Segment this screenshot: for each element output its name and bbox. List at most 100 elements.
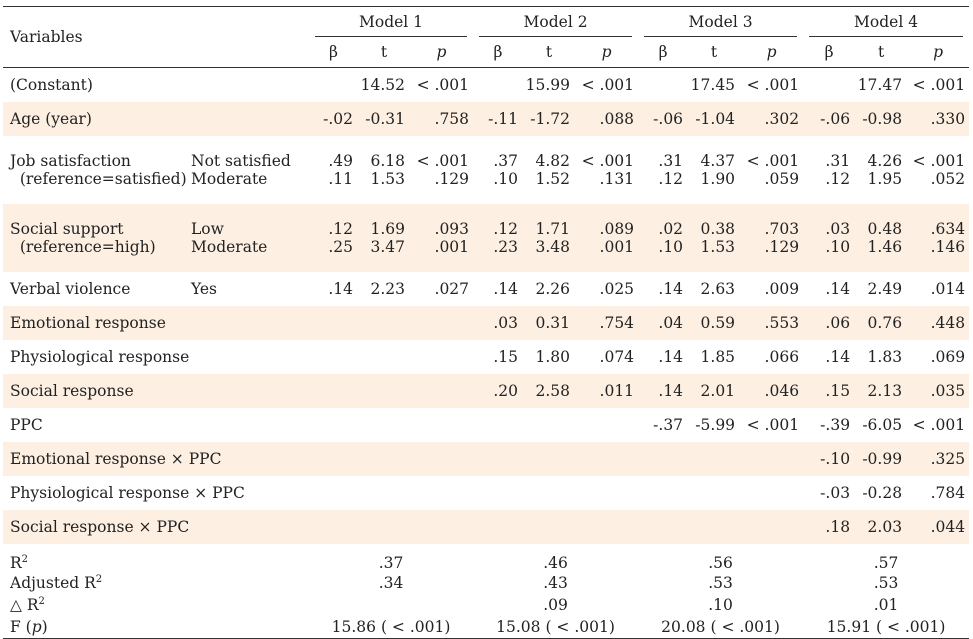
table-cell: .14 xyxy=(638,374,689,408)
table-cell xyxy=(410,408,473,442)
table-cell: < .001 xyxy=(416,152,470,170)
table-cell xyxy=(410,306,474,340)
table-cell: .059 xyxy=(764,170,800,188)
table-cell: 0.76 xyxy=(855,306,908,340)
table-cell: .12 xyxy=(309,204,359,238)
table-row: Age (year) -.02 -0.31.758 -.11 -1.72.088 -.06… xyxy=(3,102,970,136)
table-cell: .14 xyxy=(658,348,684,366)
table-cell: 1.53 xyxy=(370,170,406,188)
summary-label: F (p)F (p) xyxy=(3,616,310,639)
table-cell: 1.90 xyxy=(700,170,736,188)
summary-value: .10 xyxy=(708,596,733,614)
table-cell xyxy=(740,442,804,476)
summary-row: F (p)F (p)15.86 ( < .001)15.08 ( < .001)… xyxy=(3,616,970,639)
table-cell: .03 xyxy=(473,306,524,340)
table-cell: 2.58 xyxy=(523,374,576,408)
table-cell: .23 xyxy=(473,238,524,272)
summary-value: .53 xyxy=(708,574,733,592)
table-cell: -1.72 xyxy=(523,102,576,136)
row-level: Low xyxy=(191,204,310,238)
table-cell: .129 xyxy=(434,170,470,188)
row-label: (Constant) xyxy=(10,76,93,94)
table-cell: .027 xyxy=(434,280,470,298)
table-cell xyxy=(309,510,359,544)
table-cell: 17.47 xyxy=(857,76,903,94)
model-3-header: Model 3 xyxy=(638,7,803,37)
model-2-header: Model 2 xyxy=(473,7,638,37)
table-cell: 6.18 xyxy=(370,152,406,170)
table-cell: .011 xyxy=(575,374,639,408)
row-label: Age (year) xyxy=(3,102,191,136)
table-cell: 3.48 xyxy=(523,238,576,272)
table-cell: .069 xyxy=(930,348,966,366)
table-cell xyxy=(358,408,410,442)
table-cell: .046 xyxy=(740,374,804,408)
table-cell: .001 xyxy=(410,238,474,272)
table-cell: .25 xyxy=(309,238,359,272)
table-cell: .20 xyxy=(473,374,524,408)
table-cell: .04 xyxy=(638,306,689,340)
subheader-beta: β xyxy=(493,43,503,61)
table-cell: .12 xyxy=(658,170,684,188)
table-cell: .31 xyxy=(825,152,851,170)
summary-value: 15.86 ( < .001) xyxy=(309,616,474,639)
table-cell: 15.99 xyxy=(525,76,571,94)
table-cell: -0.99 xyxy=(855,442,908,476)
table-cell: -.03 xyxy=(820,484,851,502)
table-cell: 4.82 xyxy=(535,152,571,170)
table-cell: 2.26 xyxy=(535,280,571,298)
table-cell: 2.23 xyxy=(370,280,406,298)
table-cell: .18 xyxy=(803,510,856,544)
summary-row: △ R2 .09 .10 .01 xyxy=(3,594,969,616)
table-cell: 4.37 xyxy=(700,152,736,170)
summary-label: △ R2 xyxy=(10,595,45,614)
row-level xyxy=(191,374,310,408)
row-level xyxy=(191,340,309,374)
summary-label: R2 xyxy=(10,553,29,572)
subheader-t: t xyxy=(877,43,885,61)
table-cell: < .001 xyxy=(581,152,635,170)
table-cell: < .001 xyxy=(912,152,966,170)
row-level xyxy=(191,102,310,136)
subheader-beta: β xyxy=(329,43,338,61)
table-cell: -5.99 xyxy=(695,416,736,434)
table-cell xyxy=(523,476,575,510)
table-cell xyxy=(575,408,638,442)
table-cell xyxy=(740,476,803,510)
row-level: Moderate xyxy=(191,238,310,272)
table-cell xyxy=(473,68,523,103)
table-cell: .131 xyxy=(599,170,635,188)
variables-header: Variables xyxy=(10,28,83,46)
table-cell xyxy=(410,374,474,408)
model-4-header: Model 4 xyxy=(803,7,969,37)
summary-value: .46 xyxy=(543,554,568,572)
row-level xyxy=(191,68,309,103)
table-cell xyxy=(523,510,576,544)
table-cell xyxy=(410,340,473,374)
table-cell: 0.31 xyxy=(523,306,576,340)
table-cell: 1.52 xyxy=(535,170,571,188)
table-cell: 2.49 xyxy=(867,280,903,298)
table-cell: 1.69 xyxy=(358,204,411,238)
table-cell: .325 xyxy=(907,442,970,476)
table-cell: < .001 xyxy=(746,76,800,94)
table-row: (reference=satisfied) Moderate .11 1.53 .129… xyxy=(3,170,969,204)
subheader-p: p xyxy=(933,43,944,61)
table-cell xyxy=(358,340,410,374)
table-row: Social response × PPC .18 2.03.044 xyxy=(3,510,970,544)
subheader-t: t xyxy=(380,43,388,61)
table-cell: .001 xyxy=(575,238,639,272)
table-cell: .15 xyxy=(803,374,856,408)
table-cell: .14 xyxy=(825,348,851,366)
table-cell xyxy=(410,442,474,476)
table-cell: 3.47 xyxy=(358,238,411,272)
summary-value: .34 xyxy=(378,574,404,592)
table-cell xyxy=(688,510,741,544)
table-cell: .10 xyxy=(803,238,856,272)
table-cell: -0.28 xyxy=(862,484,903,502)
table-cell: -0.98 xyxy=(855,102,908,136)
table-cell: .703 xyxy=(740,204,804,238)
table-row: Social support Low .12 1.69.093.12 1.71.089.… xyxy=(3,204,970,238)
row-label: Emotional response xyxy=(3,306,191,340)
summary-row: R2 .37 .46 .56 .57 xyxy=(3,544,969,572)
